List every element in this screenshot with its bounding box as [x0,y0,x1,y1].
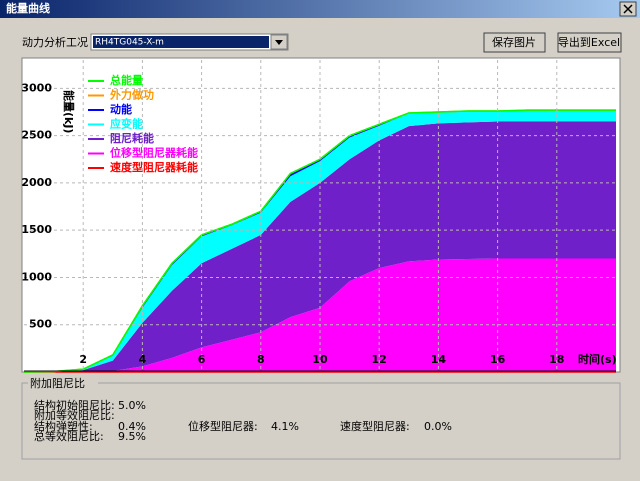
window-title: 能量曲线 [6,1,50,15]
close-button[interactable] [619,1,637,17]
y-axis-label: 能量(kJ) [62,90,76,133]
group-title-bg [28,378,98,388]
y-tick-label: 2000 [21,176,52,189]
x-tick-label: 10 [312,353,328,366]
disp-value: 4.1% [271,420,299,433]
disp-label: 位移型阻尼器: [188,419,258,433]
x-tick-label: 6 [198,353,206,366]
y-tick-label: 3000 [21,81,52,94]
legend-label: 动能 [110,102,132,116]
area [24,258,616,372]
total-label: 总等效阻尼比: [34,429,104,443]
plastic-value: 0.4% [118,420,146,433]
legend-label: 位移型阻尼器耗能 [110,146,198,160]
x-tick-label: 14 [431,353,447,366]
y-tick-label: 2500 [21,129,52,142]
x-tick-label: 18 [549,353,564,366]
x-tick-label: 4 [139,353,147,366]
plastic-label: 结构弹塑性: [34,419,93,433]
export-button[interactable] [557,32,622,53]
case-value: RH4TG045-X-m [95,38,164,48]
additional-label: 附加等效阻尼比: [34,408,115,422]
legend-label: 外力做功 [109,88,154,102]
y-tick-label: 500 [29,318,52,331]
vel-label: 速度型阻尼器: [340,419,410,433]
case-dropdown[interactable] [90,33,289,51]
legend-label: 阻尼耗能 [110,131,154,145]
y-tick-label: 1000 [21,270,52,283]
total-value: 9.5% [118,430,146,443]
x-tick-label: 2 [79,353,87,366]
group-title: 附加阻尼比 [30,376,85,390]
legend-label: 速度型阻尼器耗能 [110,160,198,174]
case-label: 动力分析工况 [22,35,88,49]
x-tick-label: 8 [257,353,265,366]
damping-group [21,382,621,460]
legend-label: 总能量 [110,73,143,87]
initial-value: 5.0% [118,399,146,412]
title-bar [0,0,640,18]
x-tick-label: 12 [372,353,387,366]
y-tick-label: 1500 [21,223,52,236]
x-tick-label: 16 [490,353,506,366]
save-button-label: 保存图片 [492,35,536,49]
line [23,109,616,373]
x-axis-label: 时间(s) [578,352,617,366]
save-button[interactable] [483,32,546,53]
legend-label: 应变能 [110,117,143,131]
export-button-label: 导出到Excel [558,35,620,49]
vel-value: 0.0% [424,420,452,433]
plot: 2 4 6 8 10 12 14 16 18 500 1000 1500 2000 2500 3000 时间(… [21,60,617,373]
initial-label: 结构初始阻尼比: [34,398,115,412]
